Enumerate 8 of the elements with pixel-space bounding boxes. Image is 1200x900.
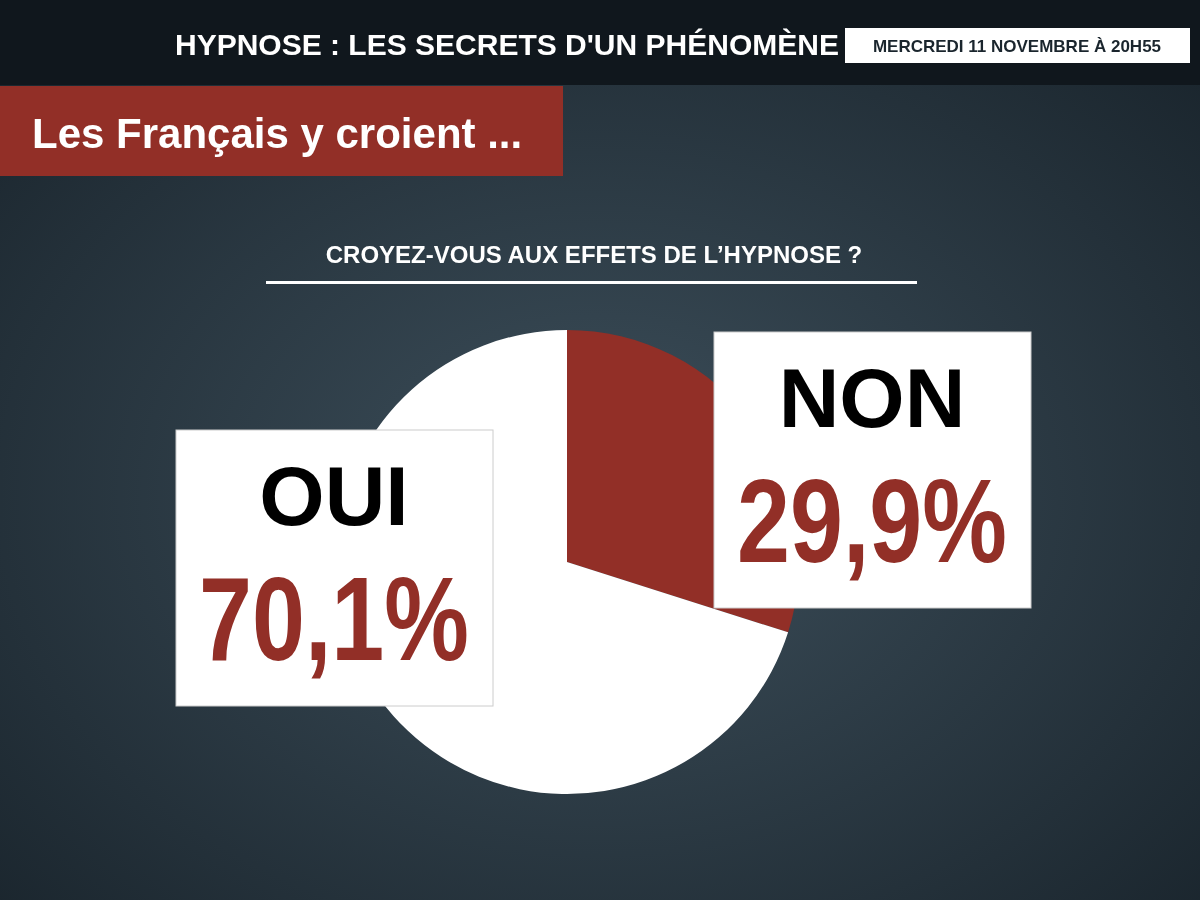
data-label: 29,9% [737, 455, 1072, 587]
text: Les Français y croient ... [32, 110, 523, 157]
text: MERCREDI 11 NOVEMBRE À 20H55 [872, 37, 1162, 56]
slice-label: NON [778, 351, 966, 445]
text: HYPNOSE : LES SECRETS D'UN PHÉNOMÈNE [175, 28, 839, 61]
slice-label: OUI [259, 449, 409, 543]
chart-title: CROYEZ-VOUS AUX EFFETS DE L’HYPNOSE ? [325, 241, 863, 268]
data-label: 70,1% [199, 553, 534, 685]
